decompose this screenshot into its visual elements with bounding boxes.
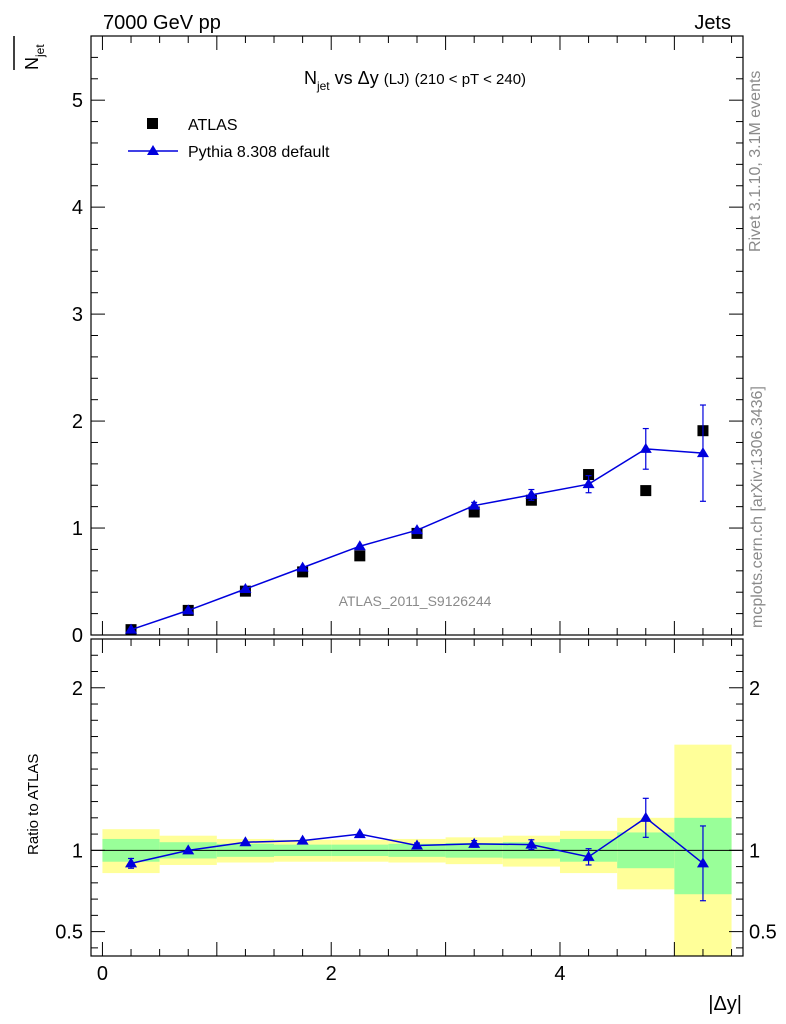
ratio-pythia-point (353, 828, 366, 839)
ratio-pythia-point (296, 834, 309, 845)
pythia-data-point (525, 488, 538, 499)
y-tick-label: 5 (72, 90, 83, 112)
legend-atlas-label: ATLAS (188, 117, 238, 134)
x-tick-label: 4 (554, 963, 565, 985)
svg-text:Ratio to ATLAS: Ratio to ATLAS (25, 754, 42, 855)
svg-text:mcplots.cern.ch [arXiv:1306.34: mcplots.cern.ch [arXiv:1306.3436] (749, 386, 766, 628)
svg-text:Rivet 3.1.10, 3.1M events: Rivet 3.1.10, 3.1M events (747, 71, 764, 252)
ratio-pythia-point (411, 839, 423, 850)
atlas-data-point (468, 506, 480, 518)
ratio-y-tick-label-right: 1 (749, 840, 760, 862)
x-tick-label: 0 (97, 963, 108, 985)
y-tick-label: 4 (72, 197, 83, 219)
pythia-data-point (411, 524, 423, 535)
ratio-pythia-point (182, 844, 195, 855)
ratio-pythia-point (582, 850, 595, 861)
ratio-y-tick-label: 1 (72, 840, 83, 862)
x-axis-label: |Δy| (708, 993, 742, 1015)
main-plot-title: Njet vs Δy (LJ) (210 < pT < 240) (304, 68, 526, 93)
atlas-data-point (583, 469, 595, 481)
ratio-pythia-point (696, 857, 709, 868)
legend-atlas-marker (147, 118, 158, 129)
ratio-pythia-point (239, 836, 252, 847)
y-tick-label: 2 (72, 411, 83, 433)
x-tick-label: 2 (326, 963, 337, 985)
y-tick-label: 0 (72, 625, 83, 647)
ratio-y-tick-label-right: 2 (749, 678, 760, 700)
ratio-y-tick-label: 2 (72, 678, 83, 700)
atlas-data-point (640, 485, 652, 497)
legend: ATLAS Pythia 8.308 default (128, 117, 330, 161)
atlas-data-point (297, 566, 309, 578)
pythia-data-point (582, 478, 595, 489)
atlas-data-point (354, 550, 366, 562)
ratio-y-tick-label-right: 0.5 (749, 922, 777, 944)
pythia-data-point (182, 604, 195, 615)
ratio-pythia-point (125, 857, 138, 868)
pythia-data-point (639, 442, 652, 453)
legend-pythia-label: Pythia 8.308 default (188, 144, 330, 161)
pythia-data-point (696, 447, 709, 458)
mcplots-label: mcplots.cern.ch [arXiv:1306.3436] (749, 386, 766, 628)
ratio-pythia-point (468, 837, 481, 848)
pythia-data-point (296, 561, 309, 572)
ratio-y-axis-label: Ratio to ATLAS (25, 754, 42, 855)
legend-pythia-marker (147, 145, 159, 155)
svg-text:Njet: Njet (22, 44, 47, 70)
ratio-plot-frame (90, 638, 744, 957)
main-y-axis-label: Njet (22, 44, 47, 70)
analysis-watermark: ATLAS_2011_S9126244 (339, 593, 492, 609)
header-right-label: Jets (694, 12, 731, 34)
pythia-data-point (239, 583, 252, 594)
pythia-data-point (125, 623, 138, 634)
pythia-data-point (468, 499, 481, 510)
ratio-pythia-point (639, 811, 652, 822)
header-left-label: 7000 GeV pp (103, 12, 221, 34)
ratio-y-tick-label: 0.5 (55, 922, 83, 944)
ratio-pythia-point (525, 838, 538, 849)
y-tick-label: 3 (72, 304, 83, 326)
pythia-data-point (353, 540, 366, 551)
rivet-label: Rivet 3.1.10, 3.1M events (747, 71, 764, 252)
y-tick-label: 1 (72, 518, 83, 540)
